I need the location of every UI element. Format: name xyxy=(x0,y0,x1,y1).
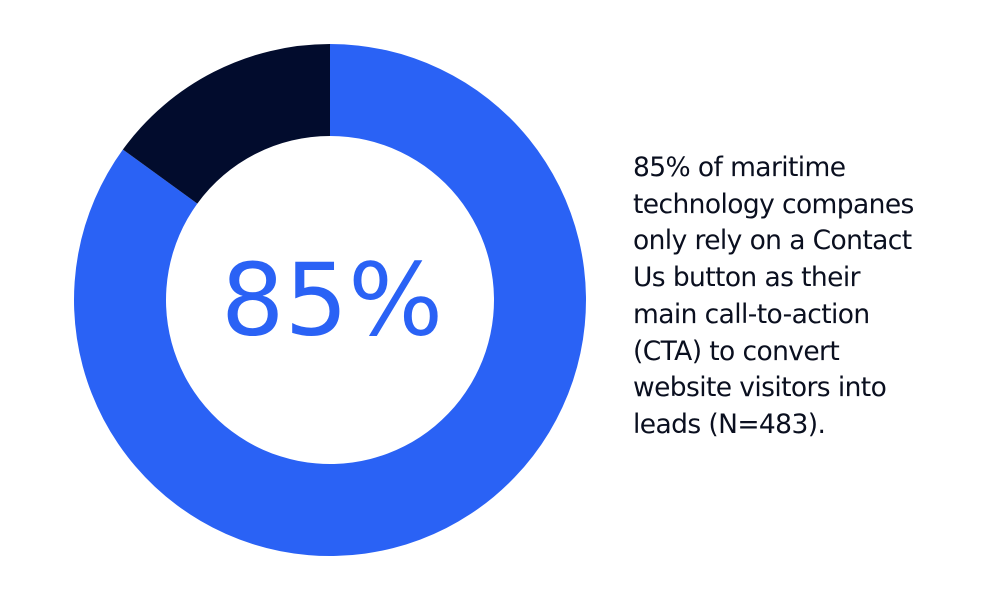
caption-line: leads (N=483). xyxy=(633,408,826,440)
center-percentage-label: 85% xyxy=(221,242,443,359)
donut-slices xyxy=(74,44,587,556)
caption-line: only rely on a Contact xyxy=(633,225,912,257)
caption-line: Us button as their xyxy=(633,262,860,294)
caption-line: main call-to-action xyxy=(633,298,870,330)
caption-line: technology companes xyxy=(633,188,914,220)
caption-line: 85% of maritime xyxy=(633,152,846,183)
caption-line: (CTA) to convert xyxy=(633,335,840,367)
caption-line: website visitors into xyxy=(633,372,887,404)
donut-chart: 85% xyxy=(74,44,587,556)
donut-slice-primary xyxy=(74,44,587,556)
donut-slice-remainder xyxy=(122,44,330,204)
caption-text: 85% of maritime technology companes only… xyxy=(633,150,993,444)
